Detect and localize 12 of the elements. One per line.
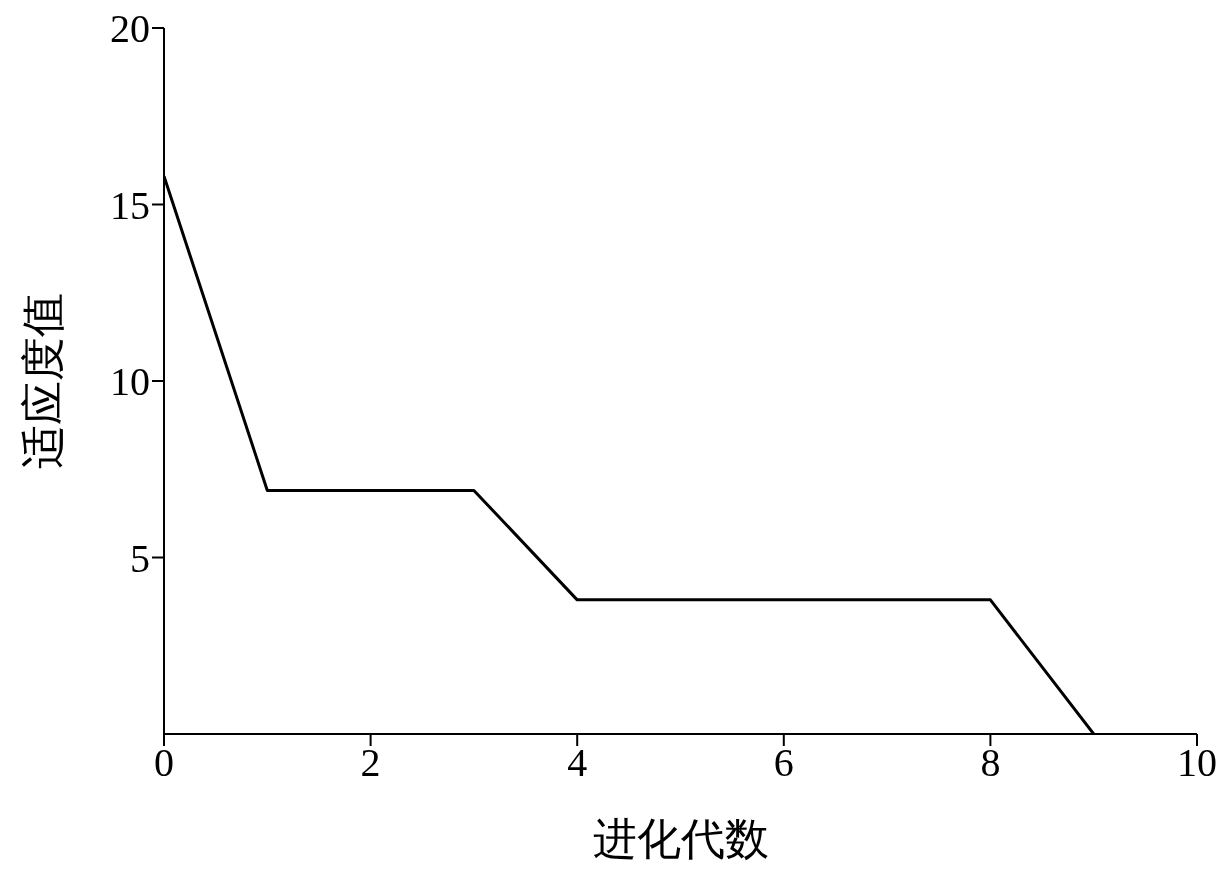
y-tick-label: 20 (110, 6, 150, 52)
y-tick-label: 5 (130, 535, 150, 581)
y-tick-label: 15 (110, 182, 150, 228)
x-axis-title: 进化代数 (592, 815, 769, 864)
x-tick-label: 0 (154, 740, 174, 786)
x-tick-label: 8 (980, 740, 1001, 786)
y-tick-label: 10 (110, 359, 150, 405)
x-tick-label: 4 (567, 740, 588, 786)
y-axis-title: 适应度值 (18, 293, 68, 469)
x-tick-label: 10 (1177, 740, 1217, 786)
x-tick-label: 6 (773, 740, 794, 786)
x-tick-label: 2 (360, 740, 381, 786)
